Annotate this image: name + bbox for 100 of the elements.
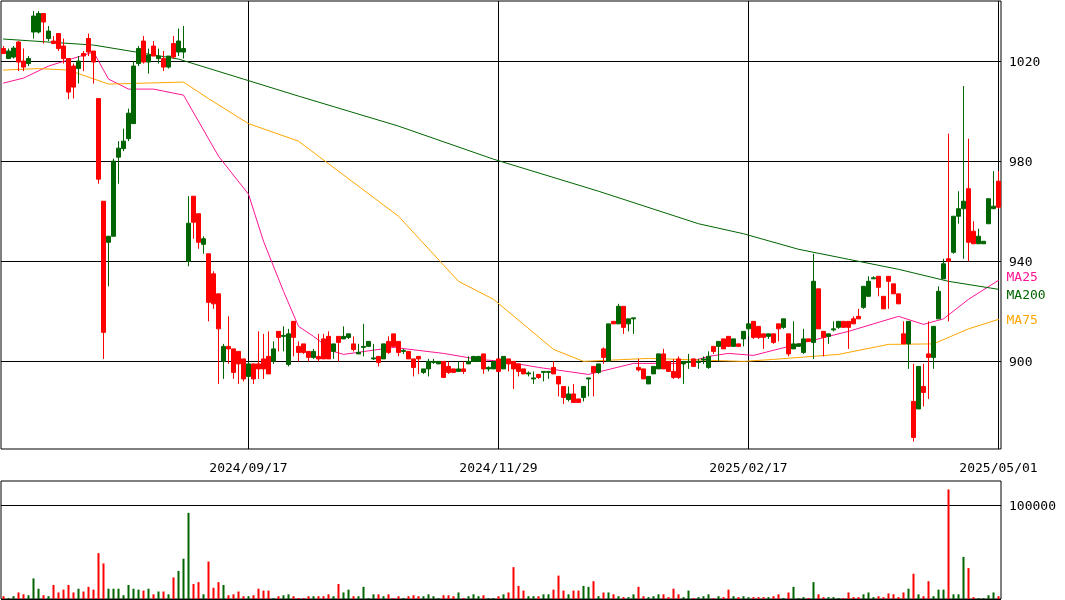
bar: [342, 592, 345, 599]
bar: [812, 582, 815, 599]
bar: [892, 594, 895, 599]
x-tick-label: 2024/11/29: [459, 460, 538, 475]
bar: [377, 594, 380, 599]
candlestick: [776, 323, 781, 342]
bar: [247, 596, 250, 599]
bar: [997, 596, 1000, 599]
candlestick: [826, 333, 831, 345]
bar: [527, 596, 530, 599]
candlestick: [881, 295, 886, 310]
candlestick: [401, 348, 406, 355]
bar: [507, 592, 510, 599]
bar: [217, 582, 220, 599]
y-tick-label: 980: [1009, 153, 1033, 169]
candlestick: [526, 370, 531, 377]
bar: [787, 592, 790, 599]
bar: [17, 592, 20, 599]
bar: [192, 584, 195, 599]
bar: [617, 596, 620, 599]
bar: [242, 596, 245, 599]
bar: [907, 588, 910, 599]
bar: [717, 596, 720, 599]
bar: [347, 589, 350, 599]
bar: [332, 596, 335, 599]
bar: [937, 589, 940, 599]
bar: [67, 584, 70, 599]
bar: [357, 596, 360, 599]
bar: [27, 595, 30, 599]
candlestick: [876, 275, 881, 297]
candlestick: [136, 45, 141, 67]
bar: [547, 594, 550, 599]
bar: [382, 596, 385, 599]
bar: [227, 595, 230, 599]
candlestick: [166, 55, 171, 70]
bar: [522, 590, 525, 599]
bar: [772, 596, 775, 599]
candlestick: [566, 385, 571, 402]
bar: [652, 596, 655, 599]
candlestick: [151, 40, 156, 57]
bar: [102, 563, 105, 599]
candlestick: [596, 363, 601, 375]
bar: [912, 573, 915, 599]
candlestick: [771, 333, 776, 345]
candlestick: [931, 325, 936, 370]
candlestick: [901, 320, 906, 345]
bar: [127, 584, 130, 599]
candlestick: [936, 285, 941, 320]
bar: [257, 588, 260, 599]
bar: [177, 570, 180, 599]
candlestick: [201, 235, 206, 255]
bar: [237, 591, 240, 599]
bar: [932, 596, 935, 599]
candlestick: [911, 363, 916, 442]
candlestick: [581, 385, 586, 402]
candlestick: [941, 258, 946, 280]
candlestick: [831, 320, 836, 332]
bar: [197, 582, 200, 599]
candlestick: [736, 343, 741, 347]
candlestick: [621, 305, 626, 335]
bar: [632, 594, 635, 599]
candlestick: [246, 360, 251, 380]
bar: [142, 590, 145, 599]
bar: [637, 586, 640, 599]
bar: [947, 489, 950, 599]
bar: [957, 594, 960, 599]
bar: [672, 588, 675, 599]
bar: [902, 592, 905, 599]
candlestick: [886, 275, 891, 310]
bar: [642, 596, 645, 599]
candlestick: [916, 365, 921, 410]
candlestick: [276, 330, 281, 352]
bar: [107, 588, 110, 599]
bar: [592, 581, 595, 599]
bar: [212, 587, 215, 599]
bar: [482, 595, 485, 599]
bar: [87, 586, 90, 599]
bar: [567, 594, 570, 599]
candlestick: [766, 333, 771, 340]
bar: [22, 594, 25, 599]
bar: [12, 596, 15, 599]
bar: [602, 592, 605, 599]
bar: [987, 595, 990, 599]
series-label: MA200: [1006, 286, 1046, 302]
candlestick: [156, 48, 161, 65]
bar: [412, 595, 415, 599]
bar: [77, 588, 80, 599]
candlestick: [141, 35, 146, 65]
bar: [37, 588, 40, 599]
bar: [657, 594, 660, 599]
bar: [517, 585, 520, 599]
bar: [577, 590, 580, 599]
bar: [232, 594, 235, 599]
x-tick-label: 2025/05/01: [959, 460, 1038, 475]
candlestick: [906, 320, 911, 370]
bar: [662, 594, 665, 599]
bar: [407, 596, 410, 599]
bar: [307, 596, 310, 599]
candlestick: [376, 355, 381, 367]
candlestick: [381, 343, 386, 360]
